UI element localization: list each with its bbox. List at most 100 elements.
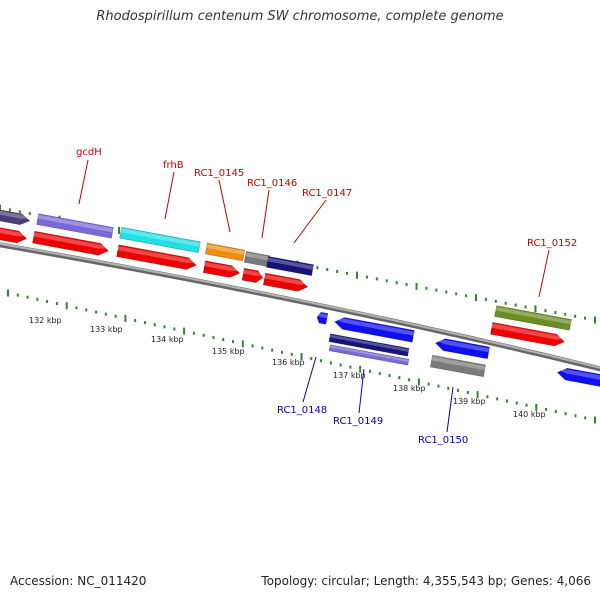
cds-arrow-RC1_0147-highlight (264, 274, 309, 285)
cds-arrow-gcdH (32, 230, 109, 256)
gene-arrow-edge (556, 367, 600, 387)
gene-block-RC1_0145 (204, 242, 246, 262)
upper-scale-minor-tick (375, 277, 378, 281)
gene-arrow-edge-highlight (557, 369, 600, 380)
gene-features (0, 209, 600, 387)
gene-block-RC1_0150-gray (430, 354, 486, 378)
lower-scale-minor-tick (545, 407, 548, 411)
lower-scale-minor-tick (85, 308, 88, 312)
lower-scale-minor-tick (280, 350, 283, 354)
lower-scale-minor-tick (486, 395, 489, 399)
upper-scale-minor-tick (326, 268, 329, 272)
upper-scale-minor-tick (484, 297, 487, 301)
feature-labels: gcdH frhB RC1_0145 RC1_0146 RC1_0147 RC1… (29, 147, 577, 446)
leader-line-frhB (164, 171, 175, 220)
cds-arrow-RC1_0152 (490, 322, 565, 347)
lower-scale-minor-tick (212, 335, 215, 339)
cds-arrow-1-highlight (0, 228, 28, 237)
gene-block-RC1_0147-highlight (267, 257, 314, 270)
gene-label-RC1_0147[interactable]: RC1_0147 (302, 188, 352, 199)
lower-scale-minor-tick (290, 352, 293, 356)
upper-scale-minor-tick (8, 208, 11, 212)
gene-block-gcdH (36, 213, 114, 239)
lower-scale-minor-tick (329, 361, 332, 365)
gene-label-gcdH[interactable]: gcdH (76, 147, 102, 158)
lower-scale-minor-tick (466, 390, 469, 394)
lower-scale-minor-tick (143, 321, 146, 325)
accession-text: Accession: NC_011420 (10, 574, 147, 588)
lower-scale-minor-tick (368, 369, 371, 373)
lower-scale-minor-tick (349, 365, 352, 369)
lower-scale-minor-tick (320, 359, 323, 363)
cds-arrow-1 (0, 227, 28, 244)
gene-block-RC1_0145-highlight (206, 244, 245, 255)
gene-block-frhB-highlight (120, 228, 201, 247)
lower-scale-minor-tick (496, 397, 499, 401)
lower-scale-minor-tick (232, 340, 235, 344)
upper-scale-minor-tick (445, 290, 448, 294)
leader-line-RC1_0148 (302, 356, 317, 403)
kbp-label-136: 136 kbp (272, 358, 305, 367)
kbp-label-137: 137 kbp (333, 371, 366, 380)
upper-scale-minor-tick (405, 283, 408, 287)
lower-scale-minor-tick (261, 346, 264, 350)
lower-scale-minor-tick (525, 403, 528, 407)
lower-scale-minor-tick (447, 386, 450, 390)
gene-arrow-RC1_0148-highlight (317, 313, 328, 319)
lower-scale-minor-tick (339, 363, 342, 367)
gene-arrow-RC1_0149 (334, 317, 415, 343)
gene-arrow-RC1_0150-highlight (435, 340, 490, 353)
cds-arrow-frhB (116, 244, 197, 270)
gene-label-RC1_0149[interactable]: RC1_0149 (333, 416, 383, 427)
upper-scale-minor-tick (346, 271, 349, 275)
gene-arrow-RC1_0150 (434, 338, 490, 360)
gene-block-gcdH-highlight (37, 214, 114, 233)
gene-block-RC1_0149-navy (328, 333, 410, 357)
upper-scale-minor-tick (574, 314, 577, 318)
gene-block-RC1_0149-purple (328, 344, 410, 366)
lower-scale-minor-tick (408, 378, 411, 382)
lower-scale-minor-tick (75, 306, 78, 310)
upper-scale-minor-tick (365, 275, 368, 279)
gene-block-RC1_0152 (494, 305, 572, 331)
leader-line-RC1_0145 (218, 179, 231, 233)
upper-scale-minor-tick (544, 309, 547, 313)
gene-block-frhB (119, 226, 201, 254)
lower-scale-minor-tick (114, 314, 117, 318)
lower-scale-minor-tick (554, 410, 557, 414)
lower-scale-minor-tick (437, 384, 440, 388)
kbp-label-134: 134 kbp (151, 335, 184, 344)
lower-scale-minor-tick (173, 327, 176, 331)
gene-arrow-RC1_0148 (316, 311, 329, 325)
kbp-label-135: 135 kbp (212, 347, 245, 356)
upper-scale-minor-tick (554, 311, 557, 315)
lower-scale-major-tick (417, 378, 420, 386)
upper-scale-minor-tick (425, 286, 428, 290)
lower-scale-minor-tick (153, 323, 156, 327)
gene-block-purple-dark-highlight (0, 210, 31, 219)
cds-arrow-frhB-highlight (117, 246, 197, 264)
leader-line-gcdH (78, 159, 89, 205)
lower-scale-major-tick (594, 416, 596, 424)
lower-scale-major-tick (241, 340, 244, 348)
gene-block-RC1_0152-highlight (495, 306, 572, 325)
upper-scale-minor-tick (18, 210, 21, 214)
lower-scale-minor-tick (564, 412, 567, 416)
upper-scale-minor-tick (494, 299, 497, 303)
gene-label-RC1_0152[interactable]: RC1_0152 (527, 238, 577, 249)
gene-label-RC1_0145[interactable]: RC1_0145 (194, 168, 244, 179)
upper-scale-major-tick (415, 282, 418, 290)
gene-label-frhB[interactable]: frhB (163, 160, 184, 171)
cds-arrow-RC1_0146 (241, 267, 264, 283)
lower-scale-minor-tick (574, 414, 577, 418)
gene-label-RC1_0148[interactable]: RC1_0148 (277, 405, 327, 416)
gene-block-RC1_0146-highlight (245, 252, 270, 261)
lower-scale-major-tick (65, 302, 68, 310)
gene-label-RC1_0150[interactable]: RC1_0150 (418, 435, 468, 446)
lower-scale-minor-tick (16, 293, 19, 297)
gene-label-RC1_0146[interactable]: RC1_0146 (247, 178, 297, 189)
lower-scale-minor-tick (388, 374, 391, 378)
leader-line-RC1_0147 (293, 199, 327, 244)
upper-scale-minor-tick (316, 266, 319, 270)
